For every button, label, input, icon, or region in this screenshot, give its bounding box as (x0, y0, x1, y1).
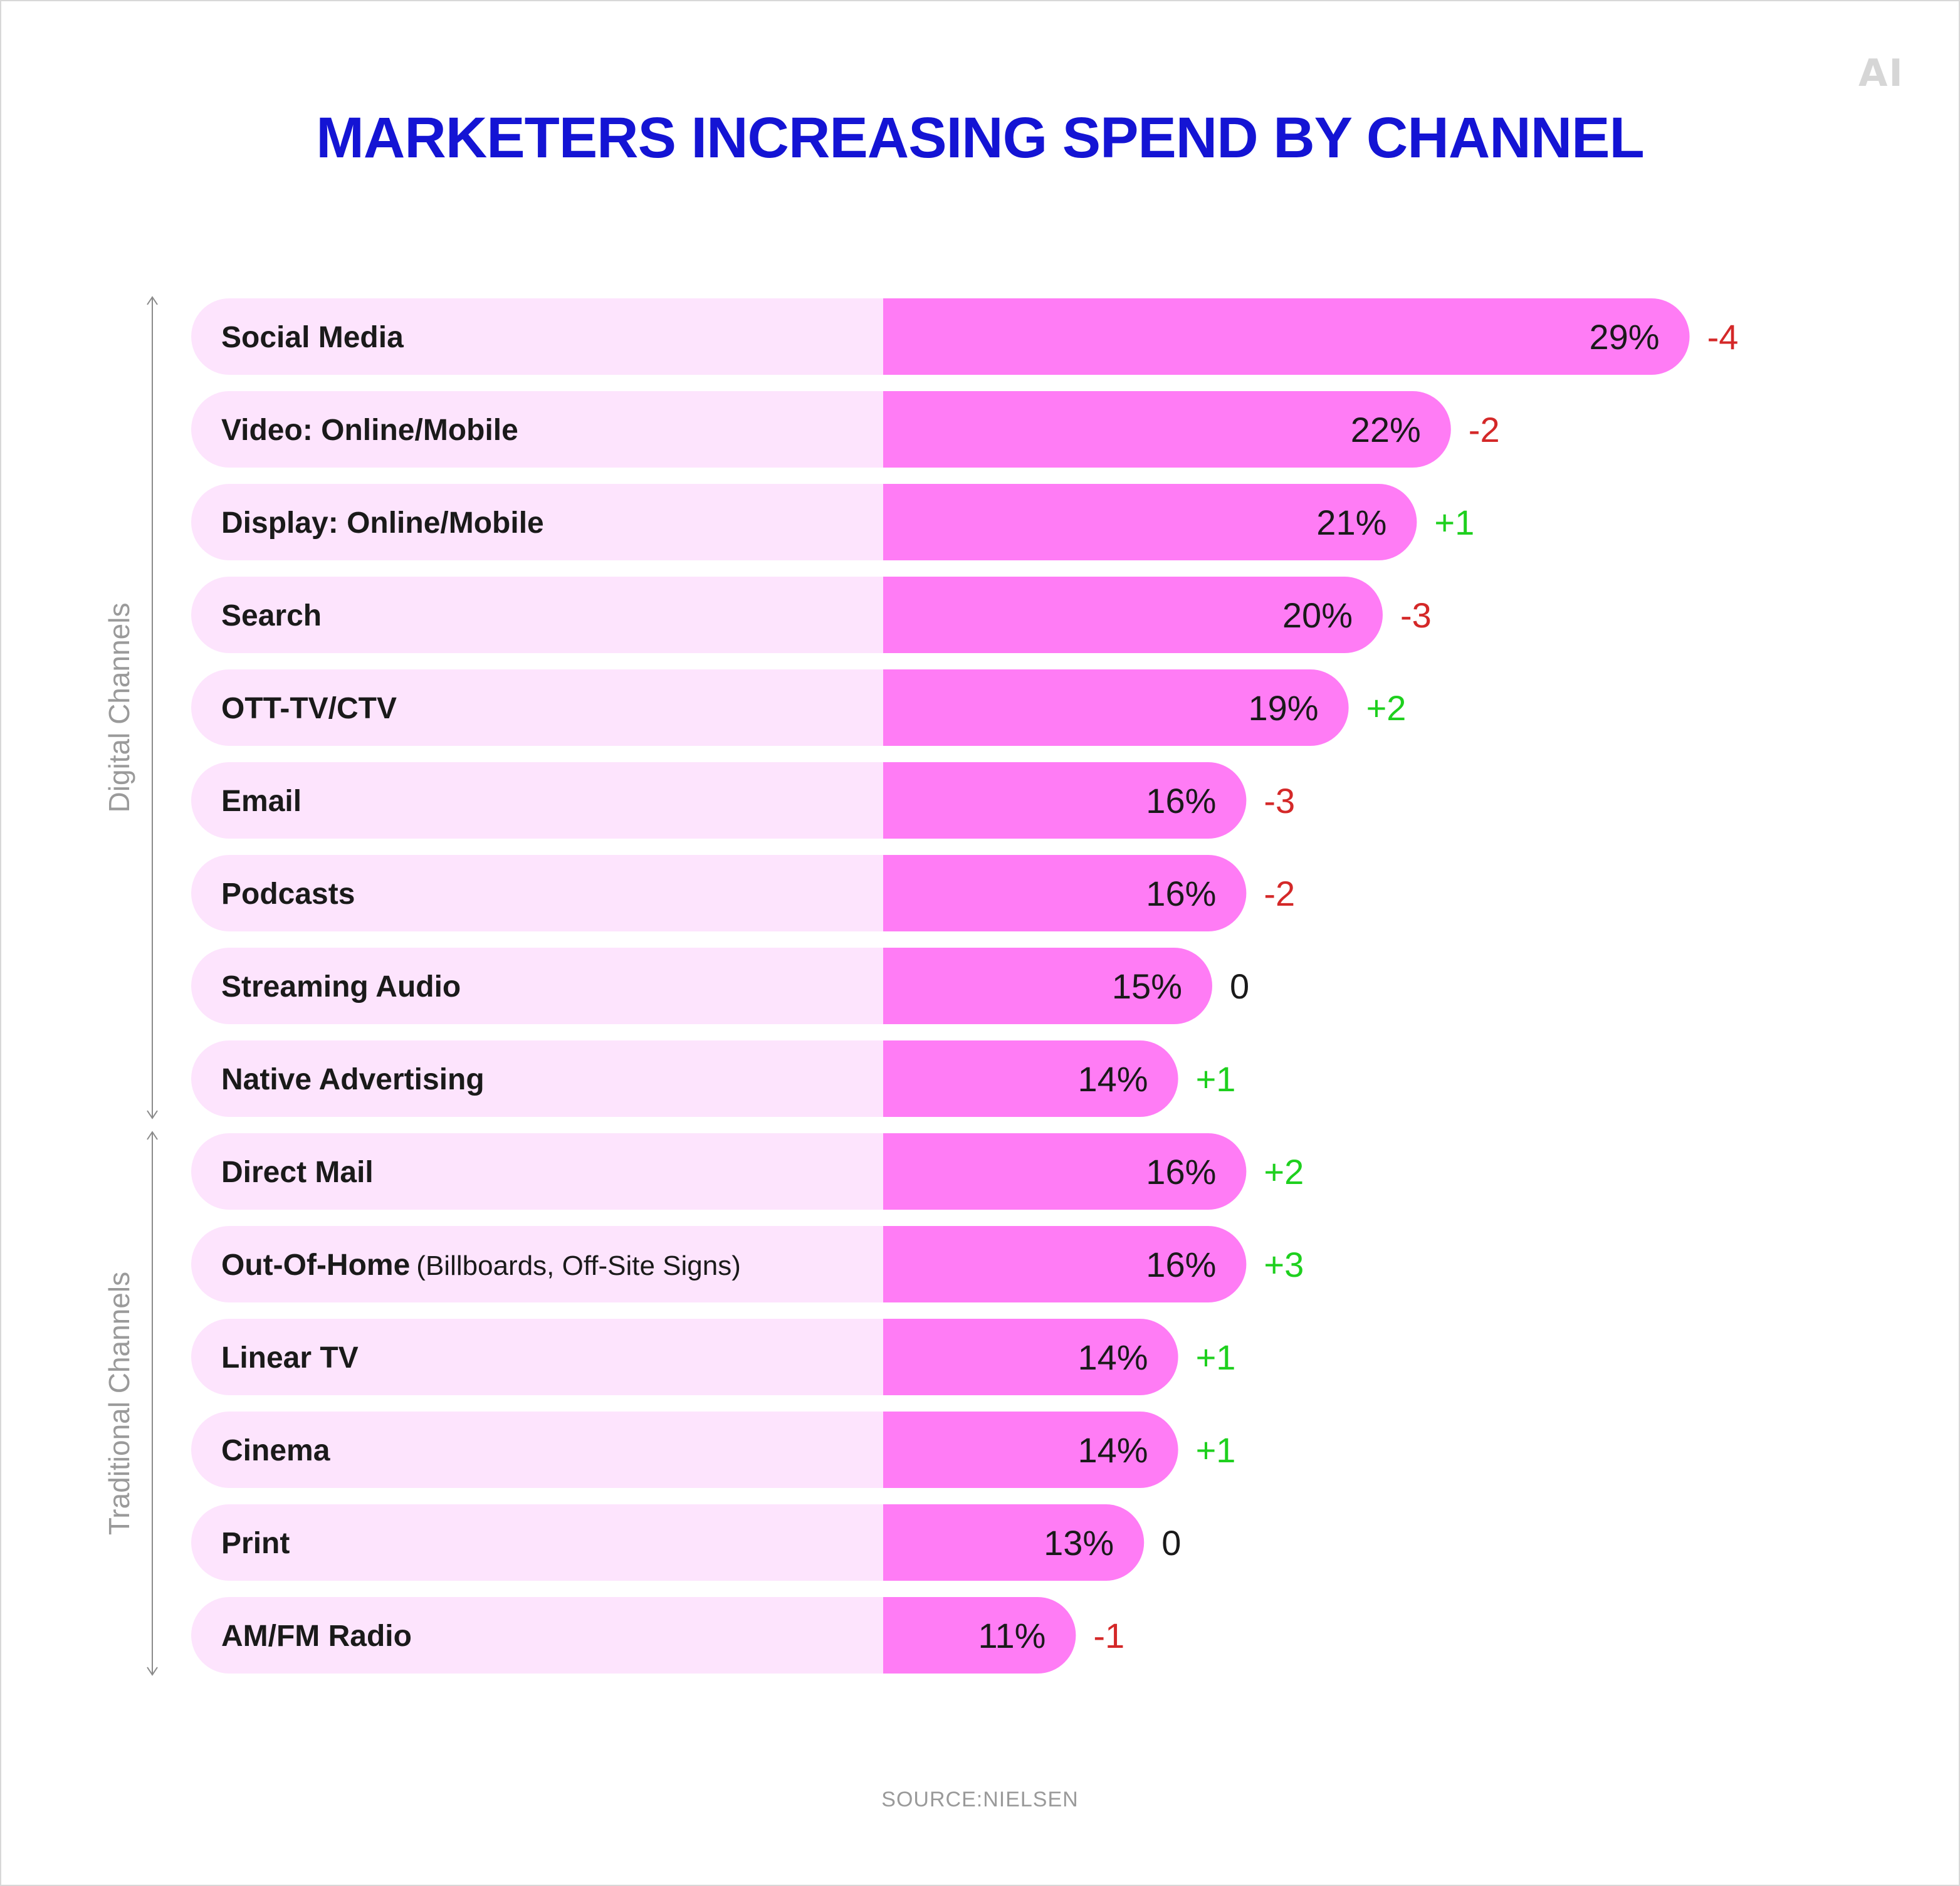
category-label: Search (221, 599, 322, 632)
value-label: 14% (1078, 1338, 1148, 1377)
value-label: 14% (1078, 1059, 1148, 1099)
category-label: Native Advertising (221, 1063, 485, 1096)
source-note: SOURCE:NIELSEN (881, 1788, 1079, 1811)
value-label: 19% (1249, 688, 1319, 728)
change-label: -2 (1264, 874, 1295, 913)
bar-track (191, 391, 883, 468)
change-label: +1 (1196, 1430, 1236, 1470)
value-label: 16% (1146, 1152, 1216, 1192)
value-label: 29% (1590, 317, 1660, 357)
bar (883, 484, 1417, 560)
change-label: -2 (1469, 410, 1500, 449)
change-label: +1 (1196, 1338, 1236, 1377)
bar (883, 577, 1383, 653)
bar (883, 948, 1212, 1024)
bar (883, 391, 1451, 468)
bar (883, 1040, 1178, 1117)
change-label: -4 (1707, 317, 1739, 357)
bar (883, 669, 1349, 746)
bar-track (191, 762, 883, 839)
change-label: +3 (1264, 1245, 1304, 1284)
bar-track (191, 1597, 883, 1674)
bar (883, 1412, 1178, 1488)
change-label: -3 (1264, 781, 1295, 820)
value-label: 22% (1351, 410, 1421, 449)
category-note: (Billboards, Off-Site Signs) (416, 1250, 741, 1281)
value-label: 21% (1316, 503, 1386, 542)
category-label: Podcasts (221, 878, 355, 911)
category-label: Linear TV (221, 1341, 359, 1375)
bar-track (191, 577, 883, 653)
bar (883, 1133, 1247, 1210)
brand-logo: AI (1858, 51, 1904, 95)
bar-track (191, 298, 883, 375)
bar (883, 1226, 1247, 1302)
bar-track (191, 1504, 883, 1581)
category-label: OTT-TV/CTV (221, 692, 397, 725)
bar (883, 762, 1247, 839)
bar-track (191, 948, 883, 1024)
value-label: 16% (1146, 781, 1216, 820)
category-label: Email (221, 785, 301, 818)
bar-track (191, 855, 883, 931)
bar (883, 298, 1690, 375)
arrow-down-icon (147, 1667, 158, 1676)
bar-track (191, 1133, 883, 1210)
value-label: 14% (1078, 1430, 1148, 1470)
category-label: Display: Online/Mobile (221, 506, 544, 540)
change-label: 0 (1161, 1523, 1181, 1563)
change-label: +1 (1434, 503, 1474, 542)
change-label: +1 (1196, 1059, 1236, 1099)
arrow-up-icon (147, 296, 158, 305)
arrow-down-icon (147, 1110, 158, 1119)
change-label: -3 (1400, 595, 1432, 635)
category-label: AM/FM Radio (221, 1620, 412, 1653)
bar-track (191, 1040, 883, 1117)
category-label: Video: Online/Mobile (221, 414, 518, 447)
bar (883, 1597, 1076, 1674)
category-label: Social Media (221, 321, 404, 354)
change-label: -1 (1093, 1616, 1124, 1655)
category-label: Streaming Audio (221, 970, 461, 1003)
change-label: +2 (1264, 1152, 1304, 1192)
bar (883, 1504, 1145, 1581)
change-label: 0 (1230, 967, 1249, 1006)
chart-title: MARKETERS INCREASING SPEND BY CHANNEL (316, 106, 1644, 170)
value-label: 16% (1146, 874, 1216, 913)
bar (883, 1319, 1178, 1395)
value-label: 16% (1146, 1245, 1216, 1284)
value-label: 20% (1282, 595, 1353, 635)
category-label: Out-Of-Home (Billboards, Off-Site Signs) (221, 1249, 741, 1282)
category-label: Print (221, 1527, 290, 1560)
value-label: 15% (1112, 967, 1182, 1006)
bar (883, 855, 1247, 931)
category-label: Direct Mail (221, 1156, 374, 1189)
bar-track (191, 484, 883, 560)
bar-track (191, 1319, 883, 1395)
group-label: Digital Channels (103, 602, 135, 813)
bar-track (191, 669, 883, 746)
change-label: +2 (1366, 688, 1407, 728)
bar-track (191, 1412, 883, 1488)
arrow-up-icon (147, 1131, 158, 1140)
group-label: Traditional Channels (103, 1271, 135, 1536)
category-label: Cinema (221, 1434, 330, 1467)
value-label: 11% (978, 1616, 1046, 1655)
bar-track (191, 1226, 883, 1302)
value-label: 13% (1044, 1523, 1114, 1563)
